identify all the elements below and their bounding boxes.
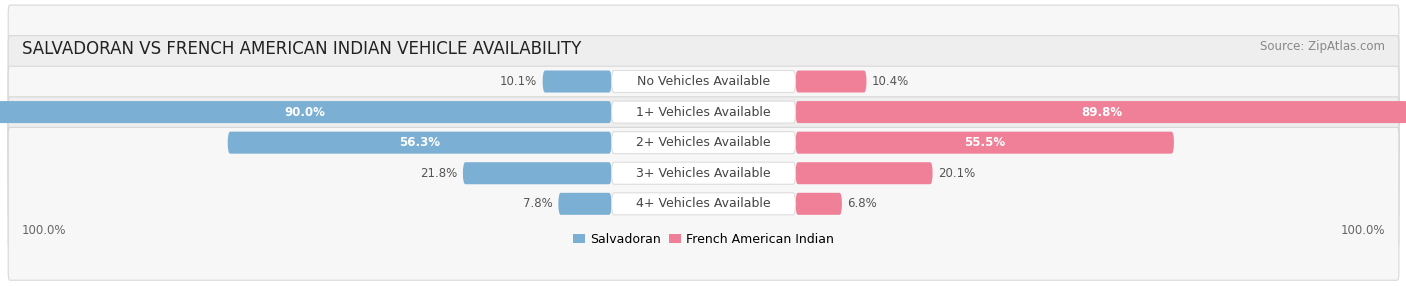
- Text: 20.1%: 20.1%: [938, 167, 976, 180]
- Text: 10.1%: 10.1%: [501, 75, 537, 88]
- FancyBboxPatch shape: [543, 71, 612, 92]
- Text: No Vehicles Available: No Vehicles Available: [637, 75, 770, 88]
- FancyBboxPatch shape: [228, 132, 612, 154]
- Text: 10.4%: 10.4%: [872, 75, 910, 88]
- FancyBboxPatch shape: [796, 71, 866, 92]
- Text: 100.0%: 100.0%: [1341, 224, 1385, 237]
- Text: 56.3%: 56.3%: [399, 136, 440, 149]
- FancyBboxPatch shape: [8, 127, 1399, 280]
- FancyBboxPatch shape: [8, 36, 1399, 188]
- FancyBboxPatch shape: [463, 162, 612, 184]
- Text: 100.0%: 100.0%: [22, 224, 66, 237]
- FancyBboxPatch shape: [8, 66, 1399, 219]
- Text: 55.5%: 55.5%: [965, 136, 1005, 149]
- FancyBboxPatch shape: [0, 101, 612, 123]
- Text: 2+ Vehicles Available: 2+ Vehicles Available: [637, 136, 770, 149]
- FancyBboxPatch shape: [8, 97, 1399, 250]
- Text: 21.8%: 21.8%: [420, 167, 457, 180]
- Text: 1+ Vehicles Available: 1+ Vehicles Available: [637, 106, 770, 119]
- Text: 90.0%: 90.0%: [284, 106, 325, 119]
- Text: 7.8%: 7.8%: [523, 197, 553, 210]
- FancyBboxPatch shape: [612, 162, 796, 184]
- FancyBboxPatch shape: [558, 193, 612, 215]
- Text: 89.8%: 89.8%: [1081, 106, 1122, 119]
- FancyBboxPatch shape: [796, 162, 932, 184]
- Text: 4+ Vehicles Available: 4+ Vehicles Available: [637, 197, 770, 210]
- Text: Source: ZipAtlas.com: Source: ZipAtlas.com: [1260, 40, 1385, 53]
- Text: 6.8%: 6.8%: [848, 197, 877, 210]
- FancyBboxPatch shape: [796, 193, 842, 215]
- FancyBboxPatch shape: [796, 132, 1174, 154]
- FancyBboxPatch shape: [612, 71, 796, 92]
- FancyBboxPatch shape: [796, 101, 1406, 123]
- FancyBboxPatch shape: [612, 193, 796, 215]
- Text: SALVADORAN VS FRENCH AMERICAN INDIAN VEHICLE AVAILABILITY: SALVADORAN VS FRENCH AMERICAN INDIAN VEH…: [22, 40, 581, 58]
- Legend: Salvadoran, French American Indian: Salvadoran, French American Indian: [568, 228, 839, 251]
- Text: 3+ Vehicles Available: 3+ Vehicles Available: [637, 167, 770, 180]
- FancyBboxPatch shape: [612, 101, 796, 123]
- FancyBboxPatch shape: [8, 5, 1399, 158]
- FancyBboxPatch shape: [612, 132, 796, 154]
